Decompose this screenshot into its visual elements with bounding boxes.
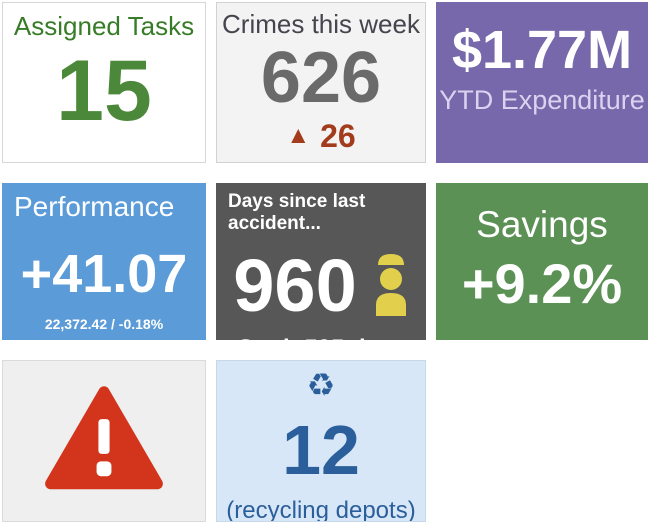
recycling-value: 12 bbox=[282, 411, 360, 489]
expenditure-label: YTD Expenditure bbox=[439, 85, 645, 115]
crimes-value: 626 bbox=[260, 38, 382, 119]
crimes-title: Crimes this week bbox=[222, 9, 420, 39]
performance-value: +41.07 bbox=[20, 244, 188, 304]
performance-detail: 22,372.42 / -0.18% bbox=[44, 316, 164, 332]
assigned-tasks-title: Assigned Tasks bbox=[13, 11, 195, 41]
ytd-expenditure-tile: $1.77M YTD Expenditure bbox=[436, 2, 648, 163]
performance-title: Performance bbox=[14, 191, 175, 222]
crimes-this-week-tile: Crimes this week 626 ▲ 26 bbox=[216, 2, 426, 163]
warning-tile bbox=[2, 360, 206, 522]
accident-value-row: 960 bbox=[228, 249, 414, 323]
expenditure-value: $1.77M bbox=[451, 19, 633, 80]
crimes-delta-value: 26 bbox=[320, 118, 356, 155]
days-since-accident-tile: Days since last accident... 960 Goal: 59… bbox=[216, 183, 426, 340]
savings-value: +9.2% bbox=[461, 251, 623, 315]
accident-title: Days since last accident... bbox=[228, 191, 366, 234]
up-triangle-icon: ▲ bbox=[286, 122, 311, 150]
warning-triangle-icon bbox=[42, 384, 166, 499]
empty-grid-cell bbox=[436, 360, 648, 522]
assigned-tasks-tile: Assigned Tasks 15 bbox=[2, 2, 206, 163]
savings-title: Savings bbox=[476, 203, 608, 245]
crimes-delta: ▲ 26 bbox=[286, 120, 355, 152]
worker-icon bbox=[373, 252, 409, 321]
performance-tile: Performance +41.07 22,372.42 / -0.18% bbox=[2, 183, 206, 340]
accident-value: 960 bbox=[233, 244, 357, 327]
recycling-label: (recycling depots) bbox=[226, 497, 416, 522]
savings-tile: Savings +9.2% bbox=[436, 183, 648, 340]
recycle-icon: ♻ bbox=[306, 366, 336, 404]
recycling-depots-tile: ♻ 12 (recycling depots) bbox=[216, 360, 426, 522]
accident-goal: Goal: 595 days (+ 161.3%) bbox=[228, 335, 414, 340]
assigned-tasks-value: 15 bbox=[56, 43, 152, 140]
